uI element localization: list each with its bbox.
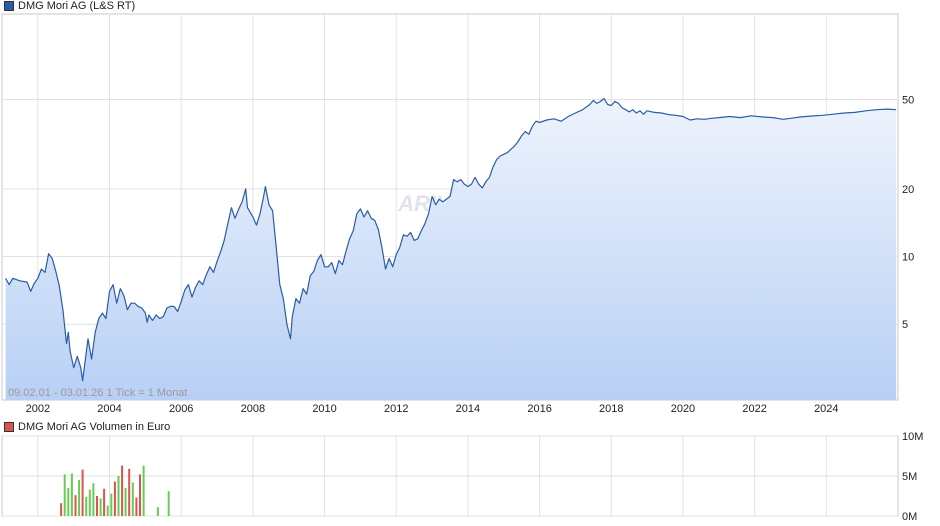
price-line [5, 97, 897, 382]
volume-bar [96, 496, 98, 516]
volume-bar [167, 491, 170, 516]
volume-bar [74, 495, 77, 516]
volume-bar [113, 481, 116, 516]
volume-bar [131, 482, 134, 516]
volume-bar [99, 498, 102, 516]
y-tick-label: 50 [902, 94, 914, 106]
price-legend-label: DMG Mori AG (L&S RT) [18, 0, 136, 12]
price-legend: DMG Mori AG (L&S RT) [4, 0, 135, 12]
x-tick-label: 2020 [671, 403, 695, 415]
volume-bar [92, 483, 95, 516]
volume-bar [135, 497, 138, 516]
x-tick-label: 2006 [169, 403, 193, 415]
x-tick-label: 2016 [527, 403, 551, 415]
x-tick-label: 2018 [599, 403, 623, 415]
x-tick-label: 2022 [742, 403, 766, 415]
volume-bar [128, 468, 131, 516]
volume-bar [67, 488, 70, 516]
volume-bar [117, 476, 120, 516]
x-tick-label: 2010 [312, 403, 336, 415]
volume-bar [78, 480, 81, 516]
volume-y-tick-label: 5M [902, 471, 917, 483]
volume-legend-label: DMG Mori AG Volumen in Euro [18, 421, 171, 433]
volume-bar [103, 488, 106, 516]
volume-bar [106, 505, 109, 516]
x-tick-label: 2004 [97, 403, 121, 415]
volume-bar [142, 465, 145, 516]
y-tick-label: 20 [902, 184, 914, 196]
volume-y-tick-label: 0M [902, 511, 917, 523]
x-tick-label: 2008 [241, 403, 265, 415]
x-tick-label: 2024 [814, 403, 838, 415]
volume-bar [60, 503, 63, 516]
volume-bar [110, 493, 113, 516]
volume-bar [121, 465, 124, 516]
y-tick-label: 5 [902, 319, 908, 331]
price-area [5, 98, 897, 400]
volume-panel: 0M 5M 10M [1, 431, 923, 523]
x-tick-label: 2002 [26, 403, 50, 415]
x-tick-label: 2014 [456, 403, 480, 415]
volume-y-tick-label: 10M [902, 431, 923, 443]
y-tick-label: 10 [902, 252, 914, 264]
volume-bar [156, 507, 159, 516]
range-note: 09.02.01 - 03.01.26 1 Tick = 1 Monat [8, 387, 187, 399]
volume-bar [70, 473, 73, 516]
volume-legend: DMG Mori AG Volumen in Euro [4, 421, 170, 433]
volume-bar [88, 489, 91, 516]
volume-bar [63, 474, 66, 516]
price-panel: 2002 2004 2006 2008 2010 2012 2014 2016 2018 2020… [1, 13, 914, 415]
volume-bar [85, 496, 88, 516]
x-tick-label: 2012 [384, 403, 408, 415]
price-legend-swatch [4, 1, 14, 11]
volume-legend-swatch [4, 422, 14, 432]
volume-bar [124, 488, 127, 516]
volume-bar [81, 469, 84, 516]
volume-bar [139, 474, 141, 516]
